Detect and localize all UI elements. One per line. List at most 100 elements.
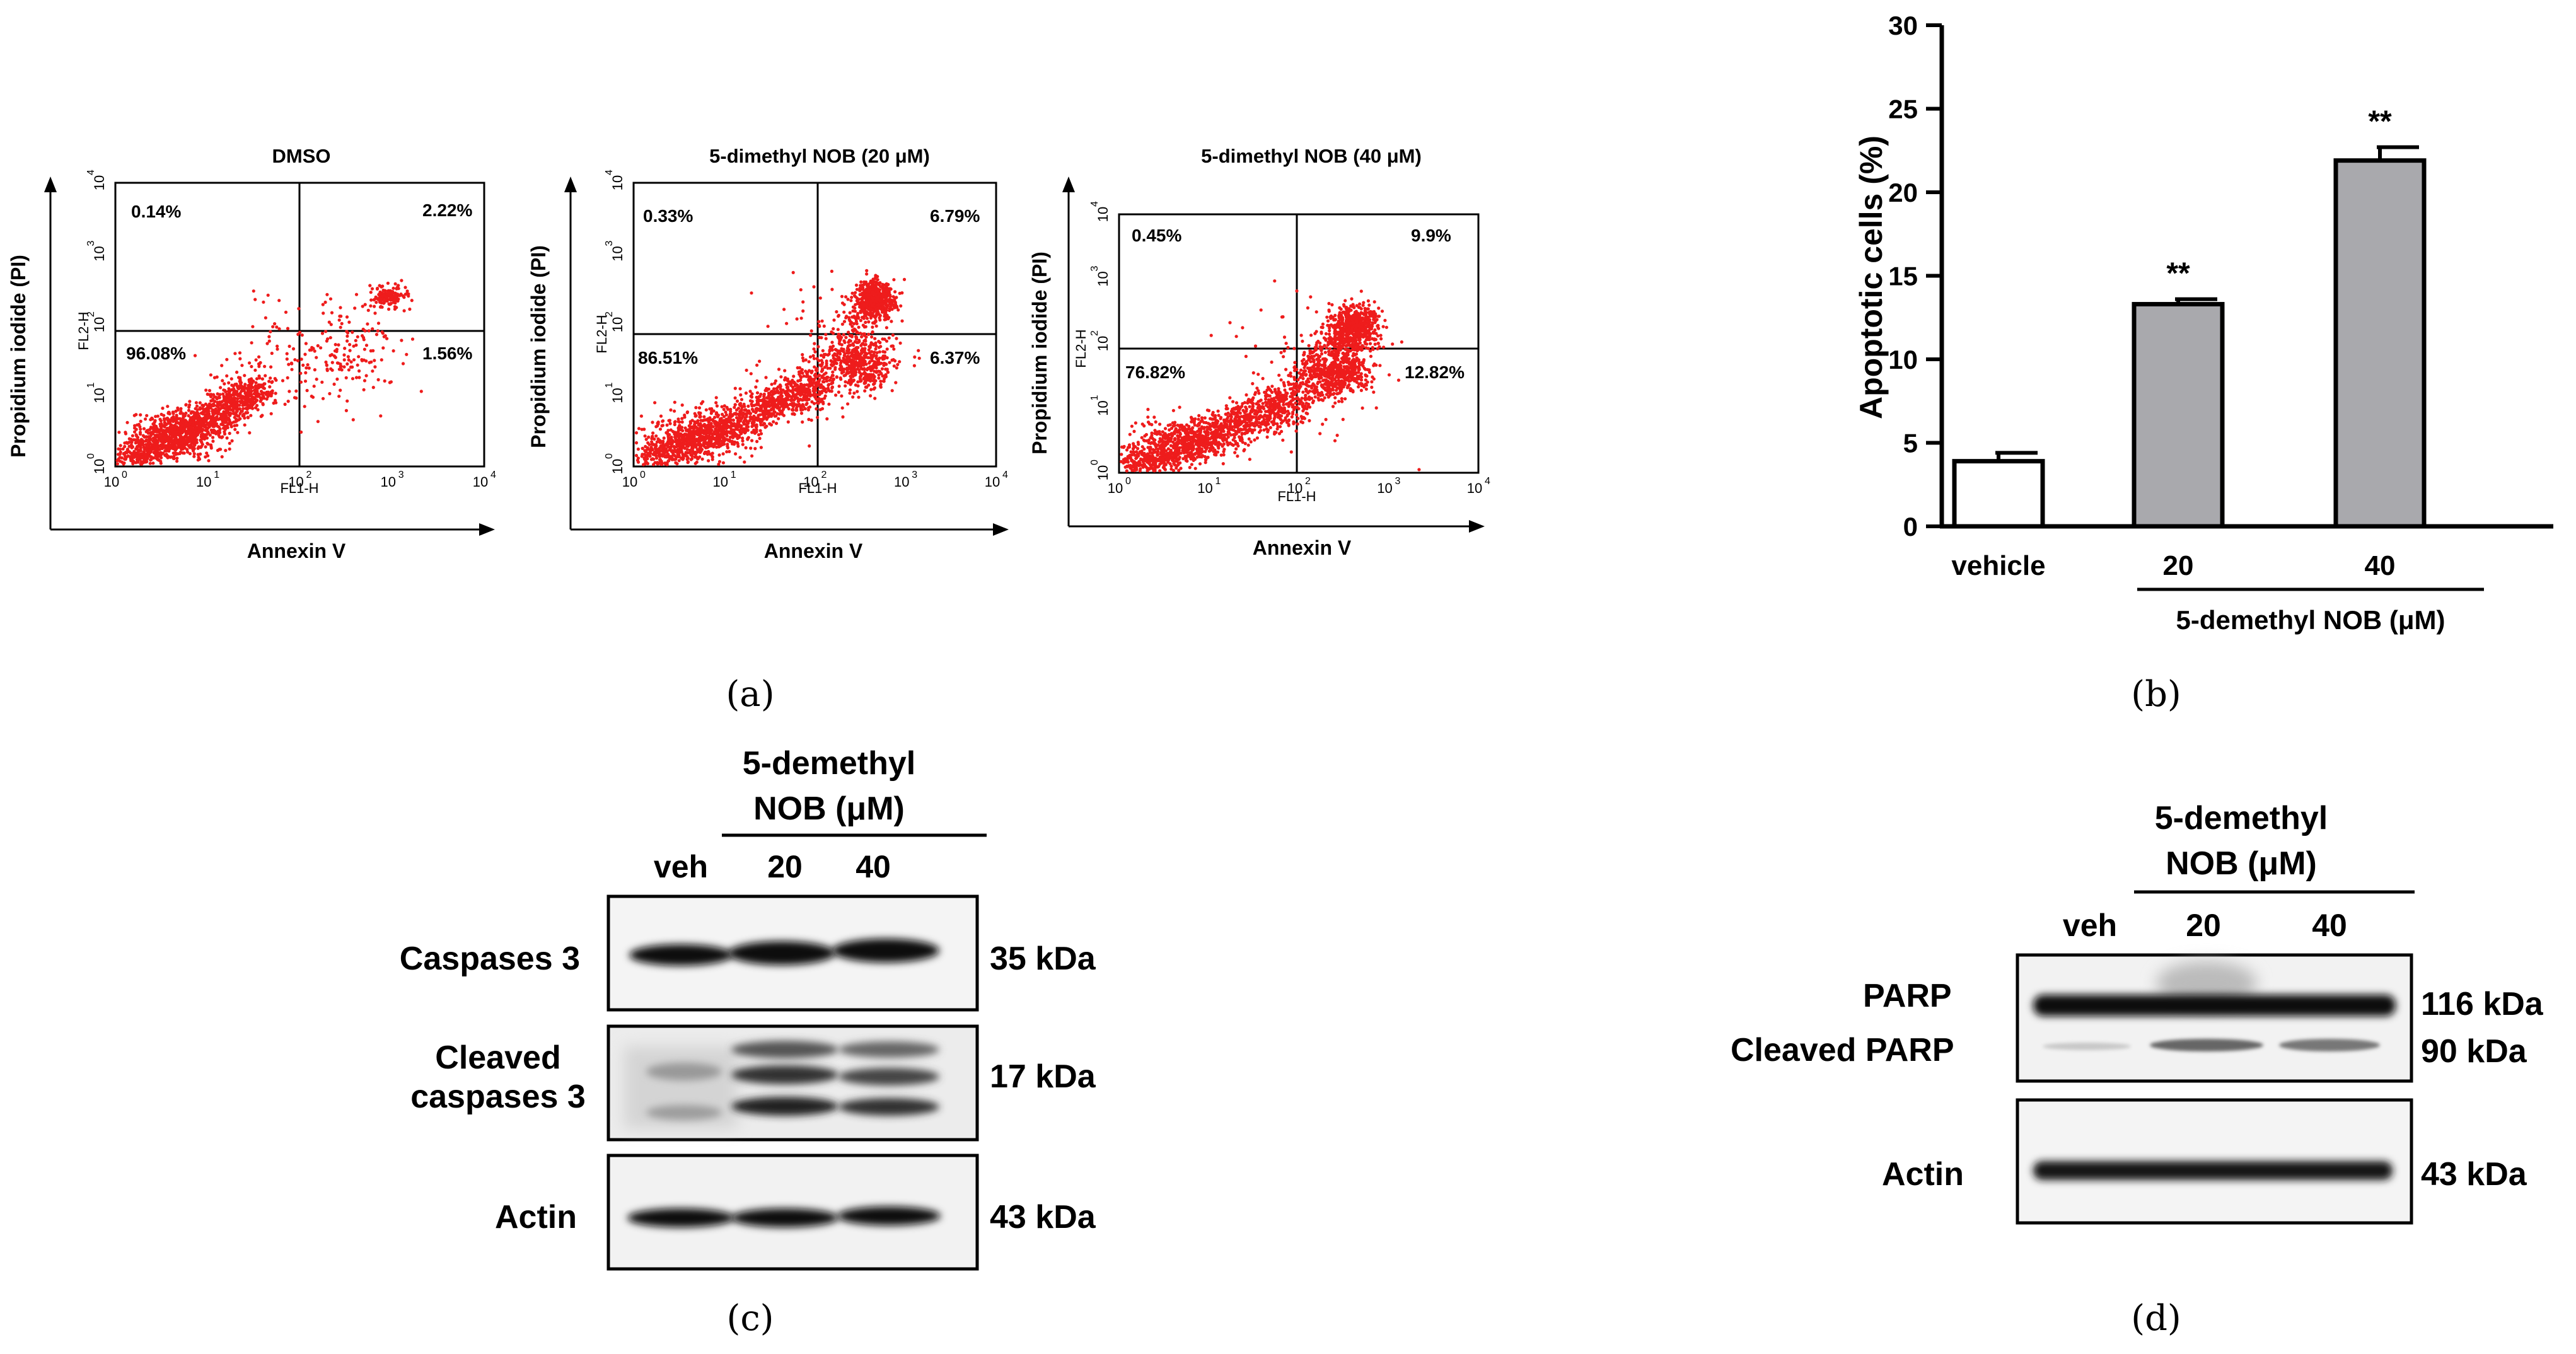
- fl1-label: FL1-H: [798, 480, 837, 496]
- event-dot: [861, 342, 865, 345]
- event-dot: [886, 371, 890, 374]
- event-dot: [204, 429, 207, 432]
- event-dot: [859, 280, 863, 284]
- event-dot: [808, 375, 812, 379]
- event-dot: [248, 400, 252, 404]
- event-dot: [813, 373, 816, 378]
- event-dot: [267, 335, 271, 338]
- event-dot: [163, 435, 167, 439]
- event-dot: [840, 394, 844, 398]
- event-dot: [651, 453, 655, 456]
- event-dot: [866, 367, 869, 371]
- event-dot: [751, 420, 755, 425]
- event-dot: [246, 395, 250, 398]
- event-dot: [827, 352, 831, 356]
- event-dot: [248, 361, 252, 365]
- event-dot: [371, 369, 374, 373]
- event-dot: [851, 366, 855, 371]
- event-dot: [739, 427, 743, 431]
- event-dot: [675, 455, 679, 459]
- event-dot: [207, 459, 211, 463]
- event-dot: [304, 342, 308, 345]
- event-dot: [707, 459, 711, 463]
- event-dot: [889, 287, 893, 291]
- event-dot: [154, 448, 158, 451]
- event-dot: [175, 417, 179, 421]
- event-dot: [634, 431, 639, 435]
- event-dot: [719, 439, 722, 443]
- event-dot: [753, 431, 757, 435]
- event-dot: [228, 431, 231, 436]
- event-dot: [874, 341, 878, 345]
- event-dot: [777, 408, 782, 412]
- event-dot: [773, 414, 777, 418]
- event-dot: [858, 305, 862, 309]
- event-dot: [285, 357, 289, 361]
- event-dot: [324, 360, 328, 364]
- event-dot: [659, 414, 663, 418]
- event-dot: [180, 431, 183, 434]
- event-dot: [869, 388, 873, 391]
- event-dot: [862, 367, 866, 371]
- event-dot: [854, 291, 857, 294]
- event-dot: [383, 334, 387, 338]
- event-dot: [746, 420, 750, 425]
- y-tick-exponent: 2: [86, 311, 96, 317]
- event-dot: [744, 446, 748, 450]
- event-dot: [807, 388, 811, 392]
- event-dot: [253, 368, 257, 372]
- event-dot: [722, 437, 726, 441]
- y-tick-label: 10: [91, 388, 107, 403]
- event-dot: [888, 361, 891, 364]
- event-dot: [871, 330, 874, 334]
- event-dot: [353, 306, 357, 310]
- event-dot: [236, 431, 240, 434]
- event-dot: [392, 349, 395, 353]
- event-dot: [222, 395, 226, 398]
- event-dot: [127, 444, 131, 448]
- event-dot: [848, 311, 852, 315]
- x-tick-label: 10: [985, 474, 1000, 490]
- event-dot: [419, 390, 423, 393]
- event-dot: [255, 377, 259, 381]
- event-dot: [231, 412, 236, 415]
- event-dot: [634, 441, 639, 445]
- event-dot: [248, 378, 252, 381]
- event-dot: [822, 324, 826, 328]
- event-dot: [799, 406, 803, 410]
- event-dot: [805, 371, 809, 376]
- event-dot: [241, 395, 245, 398]
- event-dot: [762, 417, 765, 421]
- event-dot: [794, 388, 798, 392]
- event-dot: [743, 416, 747, 420]
- event-dot: [400, 338, 403, 342]
- event-dot: [837, 390, 840, 394]
- event-dot: [868, 345, 872, 349]
- event-dot: [229, 377, 233, 381]
- event-dot: [393, 282, 397, 286]
- event-dot: [675, 439, 678, 443]
- event-dot: [708, 432, 712, 436]
- event-dots: [634, 269, 921, 466]
- event-dot: [763, 403, 767, 407]
- event-dot: [690, 419, 694, 422]
- event-dot: [736, 444, 740, 448]
- event-dot: [291, 347, 296, 351]
- quadrant-ul-pct: 0.14%: [131, 202, 181, 221]
- event-dot: [151, 422, 155, 426]
- event-dot: [662, 436, 666, 440]
- quadrant-ll-pct: 96.08%: [126, 344, 186, 363]
- event-dot: [381, 332, 385, 335]
- event-dot: [841, 415, 845, 419]
- event-dot: [874, 320, 878, 323]
- event-dot: [755, 428, 758, 432]
- event-dot: [772, 410, 776, 414]
- event-dot: [173, 448, 177, 452]
- event-dot: [840, 294, 844, 298]
- event-dot: [384, 294, 388, 299]
- event-dot: [640, 454, 644, 458]
- event-dot: [855, 335, 859, 339]
- event-dot: [194, 401, 198, 405]
- event-dot: [225, 374, 229, 378]
- event-dot: [748, 390, 752, 393]
